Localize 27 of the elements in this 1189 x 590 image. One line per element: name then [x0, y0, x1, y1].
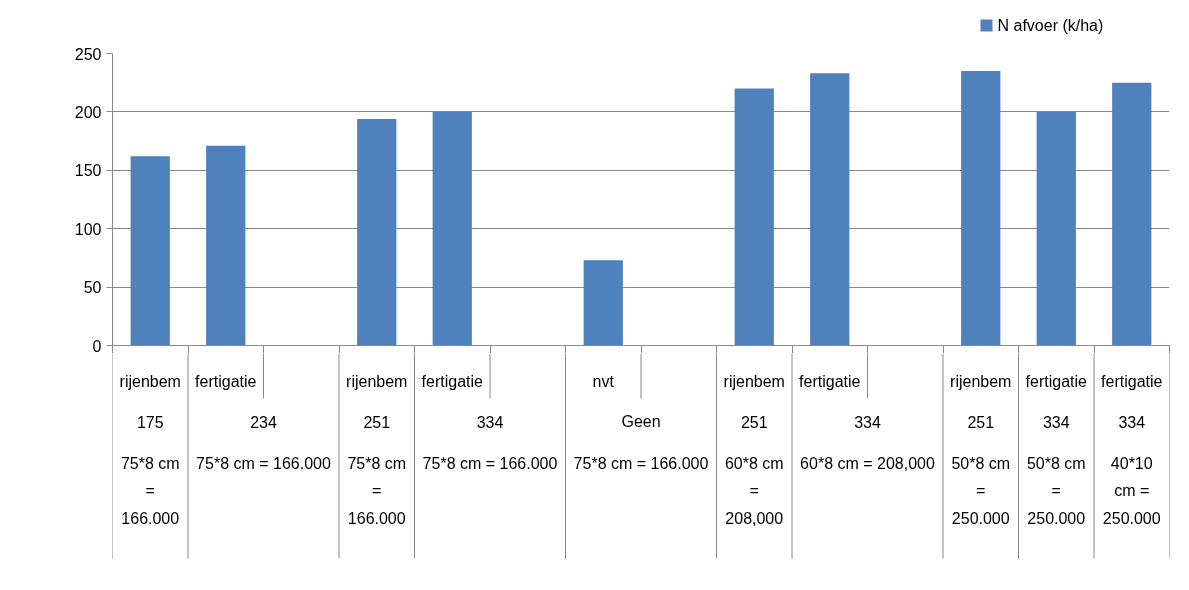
- y-tick-label: 250: [74, 45, 102, 63]
- bar: [810, 73, 850, 346]
- category-label: fertigatie 334 50*8 cm = 250.000: [1025, 373, 1087, 527]
- bar: [130, 156, 170, 346]
- category-label: nvt Geen 75*8 cm = 166.000: [573, 373, 709, 472]
- y-tick-label: 150: [74, 162, 102, 180]
- y-tick-label: 0: [92, 337, 102, 355]
- category-label: rijenbem 251 50*8 cm = 250.000: [950, 373, 1012, 527]
- bar: [1036, 111, 1076, 346]
- bar: [583, 260, 623, 346]
- category-label: rijenbem 251 60*8 cm = 208,000: [723, 373, 785, 527]
- bar: [357, 118, 397, 346]
- y-tick-label: 200: [74, 103, 102, 121]
- y-tick-label: 50: [83, 279, 102, 297]
- y-tick-label: 100: [74, 220, 102, 238]
- bar: [961, 71, 1001, 346]
- category-label: rijenbem 175 75*8 cm = 166.000: [119, 373, 181, 527]
- bar: [206, 145, 246, 346]
- legend-label: N afvoer (k/ha): [997, 17, 1104, 34]
- bar: [432, 111, 472, 346]
- category-label: fertigatie 334 60*8 cm = 208,000: [799, 373, 935, 472]
- category-label: fertigatie 334 40*10 cm = 250.000: [1101, 373, 1163, 527]
- category-label: fertigatie 334 75*8 cm = 166.000: [421, 373, 558, 472]
- category-label: rijenbem 251 75*8 cm = 166.000: [346, 373, 408, 527]
- bar: [1112, 82, 1152, 346]
- category-label: fertigatie 234 75*8 cm = 166.000: [195, 373, 331, 472]
- bar: [734, 88, 774, 346]
